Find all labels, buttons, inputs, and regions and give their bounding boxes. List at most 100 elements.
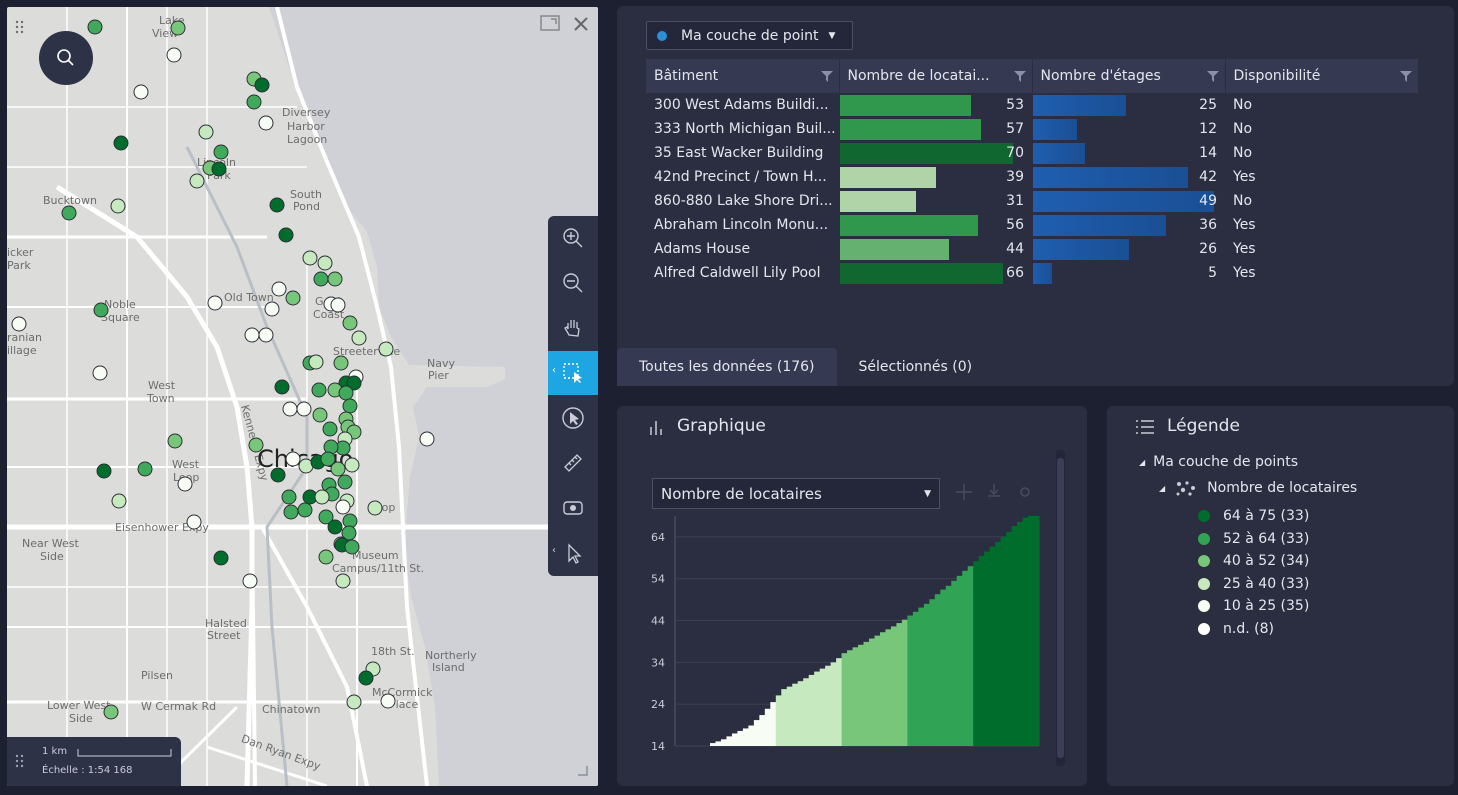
column-header-availability[interactable]: Disponibilité <box>1225 59 1419 93</box>
histogram-bar[interactable] <box>792 683 799 746</box>
table-row[interactable]: 300 West Adams Buildi... 53 25 No <box>646 93 1418 117</box>
histogram-bar[interactable] <box>945 585 952 746</box>
resize-handle-icon[interactable] <box>578 766 588 776</box>
map-point[interactable] <box>110 198 126 214</box>
map-point[interactable] <box>271 281 287 297</box>
zoom-in-button[interactable] <box>548 216 598 260</box>
map-point[interactable] <box>327 519 343 535</box>
histogram-bar[interactable] <box>775 695 782 746</box>
histogram-bar[interactable] <box>929 599 936 746</box>
map-point[interactable] <box>113 135 129 151</box>
map-point[interactable] <box>327 271 343 287</box>
histogram-bar[interactable] <box>715 741 722 746</box>
histogram-bar[interactable] <box>967 566 974 746</box>
map-point[interactable] <box>111 493 127 509</box>
histogram-bar[interactable] <box>934 594 941 746</box>
pointer-select-button[interactable]: ‹ <box>548 531 598 575</box>
map-point[interactable] <box>283 504 299 520</box>
table-row[interactable]: 42nd Precinct / Town H... 39 42 Yes <box>646 165 1418 189</box>
histogram-bar[interactable] <box>786 686 793 746</box>
drag-grip-icon[interactable] <box>15 19 25 38</box>
histogram-bar[interactable] <box>951 580 958 746</box>
histogram-bar[interactable] <box>1000 536 1007 746</box>
map-point[interactable] <box>318 549 334 565</box>
map-point[interactable] <box>137 461 153 477</box>
map-point[interactable] <box>312 407 328 423</box>
map-point[interactable] <box>335 573 351 589</box>
map-point[interactable] <box>211 161 227 177</box>
histogram-bar[interactable] <box>984 551 991 746</box>
map-point[interactable] <box>93 302 109 318</box>
histogram-bar[interactable] <box>825 665 832 746</box>
histogram-bar[interactable] <box>890 626 898 746</box>
map-point[interactable] <box>244 327 260 343</box>
map-point[interactable] <box>87 19 103 35</box>
map-point[interactable] <box>166 47 182 63</box>
histogram-bar[interactable] <box>1022 517 1029 746</box>
map-point[interactable] <box>346 694 362 710</box>
table-row[interactable]: Adams House 44 26 Yes <box>646 237 1418 261</box>
table-row[interactable]: Alfred Caldwell Lily Pool 66 5 Yes <box>646 261 1418 285</box>
map-point[interactable] <box>186 514 202 530</box>
histogram-bar[interactable] <box>1017 521 1024 746</box>
histogram-bar[interactable] <box>803 678 810 746</box>
legend-item[interactable]: 25 à 40 (33) <box>1197 576 1309 592</box>
map-view[interactable]: LakeViewDiverseyHarborLagoonLincolnParkB… <box>7 7 598 786</box>
map-point[interactable] <box>177 476 193 492</box>
histogram-bar[interactable] <box>814 671 821 746</box>
table-row[interactable]: 860-880 Lake Shore Dri... 31 49 No <box>646 189 1418 213</box>
histogram-bar[interactable] <box>956 575 963 746</box>
histogram-bar[interactable] <box>808 674 815 746</box>
histogram-bar[interactable] <box>852 647 859 746</box>
map-point[interactable] <box>242 573 258 589</box>
legend-item[interactable]: 40 à 52 (34) <box>1197 553 1309 569</box>
map-point[interactable] <box>274 379 290 395</box>
table-row[interactable]: 35 East Wacker Building 70 14 No <box>646 141 1418 165</box>
map-point[interactable] <box>167 433 183 449</box>
histogram-bar[interactable] <box>770 702 777 746</box>
gear-icon[interactable] <box>1020 487 1030 497</box>
filter-icon[interactable] <box>1399 70 1412 82</box>
map-point[interactable] <box>285 290 301 306</box>
map-point[interactable] <box>11 316 27 332</box>
close-icon[interactable] <box>574 16 588 35</box>
map-point[interactable] <box>330 461 346 477</box>
legend-field-node[interactable]: ◢ Nombre de locataires <box>1159 480 1357 496</box>
histogram-bar[interactable] <box>731 733 739 746</box>
histogram-bar[interactable] <box>748 725 755 746</box>
maximize-icon[interactable] <box>540 15 560 35</box>
map-point[interactable] <box>258 115 274 131</box>
rectangle-select-button[interactable]: ‹ <box>548 351 598 395</box>
histogram-bar[interactable] <box>847 650 854 746</box>
histogram-bar[interactable] <box>836 658 843 746</box>
screenshot-button[interactable] <box>548 486 598 530</box>
map-point[interactable] <box>285 451 301 467</box>
histogram-bar[interactable] <box>962 570 969 746</box>
histogram-bar[interactable] <box>841 653 848 746</box>
map-point[interactable] <box>213 550 229 566</box>
tab-selected[interactable]: Sélectionnés (0) <box>858 359 973 375</box>
map-point[interactable] <box>344 457 360 473</box>
map-point[interactable] <box>337 474 353 490</box>
cursor-circle-button[interactable] <box>548 396 598 440</box>
map-point[interactable] <box>281 489 297 505</box>
map-point[interactable] <box>103 704 119 720</box>
histogram-bar[interactable] <box>874 635 881 746</box>
histogram-bar[interactable] <box>1033 516 1040 746</box>
histogram-bar[interactable] <box>923 603 930 746</box>
histogram-bar[interactable] <box>907 615 914 746</box>
histogram-bar[interactable] <box>1006 531 1013 746</box>
histogram-bar[interactable] <box>989 546 996 746</box>
histogram-bar[interactable] <box>869 638 876 746</box>
map-point[interactable] <box>170 20 186 36</box>
map-point[interactable] <box>342 315 358 331</box>
drag-grip-icon[interactable] <box>15 754 25 770</box>
histogram-bar[interactable] <box>918 607 925 746</box>
chart-scrollbar-thumb[interactable] <box>1057 458 1064 758</box>
histogram-bar[interactable] <box>720 739 728 746</box>
table-row[interactable]: Abraham Lincoln Monu... 56 36 Yes <box>646 213 1418 237</box>
map-point[interactable] <box>367 500 383 516</box>
map-point[interactable] <box>322 421 338 437</box>
map-point[interactable] <box>378 341 394 357</box>
histogram-bar[interactable] <box>726 736 733 746</box>
